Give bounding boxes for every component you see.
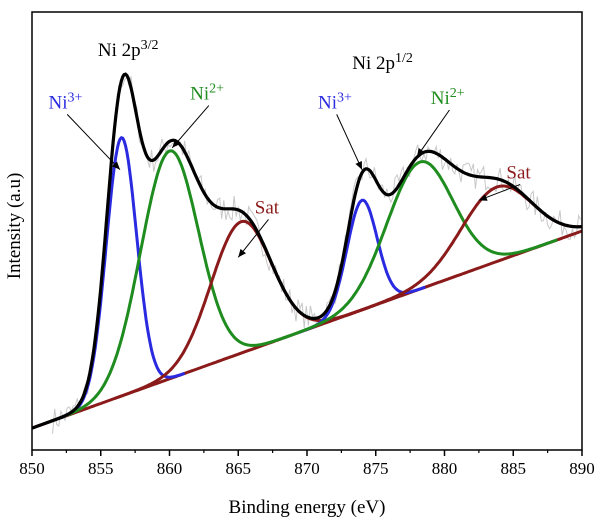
annotation-arrow-line: [416, 109, 450, 157]
annotation-arrow-head: [172, 139, 181, 148]
annotation-arrow-head: [417, 147, 425, 157]
x-tick-label: 855: [88, 459, 114, 478]
peak-label-5: Ni2+: [431, 85, 465, 109]
x-axis-title: Binding energy (eV): [229, 497, 386, 518]
annotation-arrow-head: [238, 248, 246, 258]
peak-label-2: Ni2+: [190, 81, 224, 105]
peak-1-line: [57, 135, 186, 421]
region-label-2: Ni 2p1/2: [352, 50, 413, 74]
x-tick-label: 860: [157, 459, 183, 478]
x-tick-label: 875: [363, 459, 389, 478]
peak-label-6: Sat: [506, 162, 531, 183]
peak-6-line: [346, 184, 582, 317]
region-label-1: Ni 2p3/2: [98, 37, 159, 61]
peak-4-line: [298, 198, 426, 334]
annotation-arrow-line: [171, 105, 210, 149]
annotation-arrow-head: [355, 160, 362, 170]
annotation-arrow-head: [111, 161, 120, 170]
x-tick-label: 850: [19, 459, 45, 478]
plot-frame: [31, 11, 583, 451]
peak-5-line: [281, 160, 558, 340]
annotation-arrow-head: [478, 194, 488, 201]
x-tick-label: 870: [294, 459, 320, 478]
y-axis-title: Intensity (a.u): [4, 173, 25, 280]
annotation-arrow-line: [66, 114, 121, 171]
x-tick-label: 890: [569, 459, 595, 478]
peak-label-1: Ni3+: [49, 90, 83, 114]
plot-content: [32, 72, 582, 434]
x-tick-label: 880: [432, 459, 458, 478]
annotation-arrow-line: [336, 114, 363, 170]
x-ticks: 850 855 860 865 870 875 880 885 890: [19, 450, 595, 478]
annotation-arrow-line: [237, 219, 269, 258]
peak-2-line: [47, 149, 292, 424]
peak-label-3: Sat: [255, 197, 280, 218]
peak-label-4: Ni3+: [318, 90, 352, 114]
envelope-line: [32, 72, 582, 430]
x-tick-label: 865: [226, 459, 252, 478]
x-tick-label: 885: [501, 459, 527, 478]
